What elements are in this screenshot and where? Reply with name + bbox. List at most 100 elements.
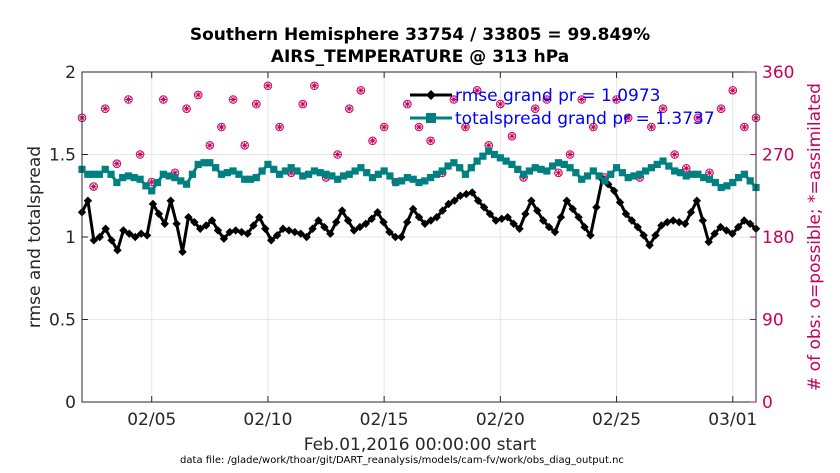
rmse-point xyxy=(485,209,495,219)
obs-possible-circle xyxy=(205,141,215,150)
x-tick-label: 02/20 xyxy=(476,410,525,430)
rmse-point xyxy=(615,198,625,207)
rmse-point xyxy=(196,224,205,233)
obs-count-marker xyxy=(368,136,377,146)
totalspread-point xyxy=(305,170,313,178)
totalspread-point xyxy=(543,167,551,175)
obs-count-marker xyxy=(554,168,563,178)
totalspread-point xyxy=(438,167,446,175)
rmse-point xyxy=(663,217,672,227)
obs-assimilated-star xyxy=(532,105,539,112)
obs-assimilated-star xyxy=(660,105,667,112)
totalspread-point xyxy=(107,170,115,178)
rmse-point xyxy=(266,236,276,245)
obs-count-marker xyxy=(275,122,284,132)
rmse-point xyxy=(462,189,471,199)
obs-count-marker xyxy=(565,150,575,159)
obs-possible-circle xyxy=(716,104,726,113)
rmse-point xyxy=(272,231,282,240)
totalspread-point xyxy=(427,174,435,182)
totalspread-point xyxy=(368,174,377,182)
obs-count-marker xyxy=(693,113,703,123)
rmse-point xyxy=(414,213,424,222)
totalspread-point xyxy=(415,178,423,187)
legend-rmse-marker xyxy=(426,90,436,100)
y2-tick-label: 0 xyxy=(762,393,773,413)
totalspread-point xyxy=(194,160,202,168)
rmse-point xyxy=(125,229,134,238)
rmse-point xyxy=(503,213,512,222)
obs-assimilated-star xyxy=(160,96,167,103)
obs-assimilated-star xyxy=(195,91,202,98)
rmse-point xyxy=(154,209,164,219)
obs-assimilated-star xyxy=(125,96,132,103)
obs-assimilated-star xyxy=(694,114,701,121)
rmse-point xyxy=(686,208,696,217)
rmse-point xyxy=(166,196,175,205)
obs-assimilated-star xyxy=(264,82,271,89)
obs-count-marker xyxy=(670,150,679,159)
totalspread-point xyxy=(682,172,690,180)
totalspread-point xyxy=(322,170,330,178)
totalspread-point xyxy=(281,167,289,175)
totalspread-point xyxy=(392,178,400,187)
obs-count-marker xyxy=(496,99,505,109)
obs-possible-circle xyxy=(565,150,575,159)
obs-possible-circle xyxy=(647,122,656,132)
totalspread-point xyxy=(479,152,487,160)
rmse-point xyxy=(255,213,264,222)
obs-possible-circle xyxy=(554,168,563,178)
rmse-point xyxy=(113,246,122,255)
rmse-point xyxy=(562,196,572,205)
rmse-point xyxy=(326,229,335,238)
totalspread-point xyxy=(537,165,545,173)
rmse-point xyxy=(178,247,187,257)
rmse-point xyxy=(621,209,631,219)
totalspread-point xyxy=(293,167,301,175)
obs-count-marker xyxy=(589,122,598,132)
footer-datafile: data file: /glade/work/thoar/git/DART_re… xyxy=(180,455,624,466)
obs-count-marker xyxy=(182,104,191,113)
legend-rmse-label: rmse grand pr = 1.0973 xyxy=(455,86,660,106)
totalspread-point xyxy=(299,172,307,180)
totalspread-point xyxy=(444,162,452,170)
rmse-point xyxy=(95,232,104,242)
totalspread-point xyxy=(450,159,458,167)
rmse-point xyxy=(101,224,110,233)
obs-possible-circle xyxy=(310,81,319,91)
obs-possible-circle xyxy=(530,104,540,113)
obs-count-marker xyxy=(507,131,517,141)
obs-count-marker xyxy=(414,122,424,132)
totalspread-point xyxy=(461,170,470,178)
obs-possible-circle xyxy=(344,104,354,113)
rmse-point xyxy=(367,214,376,224)
rmse-point xyxy=(172,219,181,228)
obs-assimilated-star xyxy=(230,96,237,103)
totalspread-point xyxy=(374,170,382,178)
rmse-point xyxy=(479,203,489,212)
rmse-point xyxy=(491,216,501,225)
rmse-point xyxy=(627,216,637,225)
obs-count-marker xyxy=(252,99,261,109)
rmse-point xyxy=(533,206,542,215)
series-lines xyxy=(77,147,761,257)
totalspread-point xyxy=(578,175,586,183)
obs-assimilated-star xyxy=(741,124,748,130)
totalspread-point xyxy=(700,174,708,182)
obs-count-marker xyxy=(426,136,435,146)
rmse-point xyxy=(698,216,707,225)
x-tick-label: 02/25 xyxy=(592,410,641,430)
obs-assimilated-star xyxy=(276,124,283,130)
totalspread-point xyxy=(188,170,196,178)
rmse-point xyxy=(408,204,418,214)
obs-assimilated-star xyxy=(543,96,550,103)
totalspread-point xyxy=(676,169,685,177)
rmse-point xyxy=(89,236,99,245)
obs-possible-circle xyxy=(124,95,133,104)
obs-possible-circle xyxy=(217,122,226,132)
obs-assimilated-star xyxy=(299,101,306,108)
rmse-point xyxy=(426,216,436,225)
obs-count-marker xyxy=(112,159,122,168)
obs-possible-circle xyxy=(333,150,342,159)
totalspread-point xyxy=(572,169,580,177)
